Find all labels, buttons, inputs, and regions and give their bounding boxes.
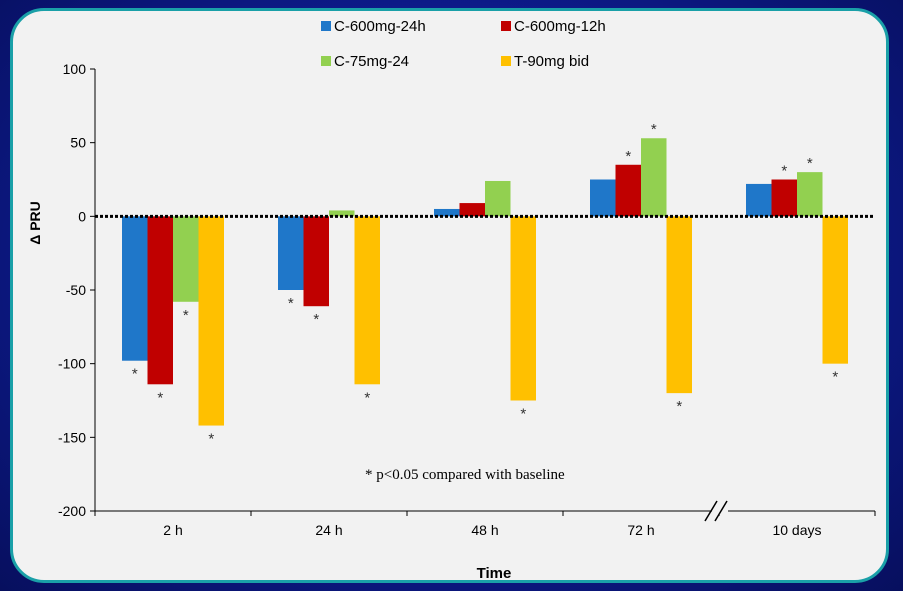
y-tick-label: -50 bbox=[66, 282, 86, 298]
significance-star: * bbox=[157, 389, 163, 406]
significance-star: * bbox=[625, 148, 631, 165]
axis-break-gap bbox=[712, 508, 728, 514]
bar bbox=[459, 203, 485, 217]
significance-star: * bbox=[364, 389, 370, 406]
significance-star: * bbox=[288, 295, 294, 312]
y-tick-label: -150 bbox=[58, 429, 86, 445]
significance-star: * bbox=[208, 431, 214, 448]
bar bbox=[329, 210, 355, 217]
significance-star: * bbox=[132, 366, 138, 383]
significance-star: * bbox=[651, 121, 657, 138]
axis-break-slash bbox=[714, 500, 728, 522]
bar-chart: 100 50 0 -50 -100 -150 -200 * * * * * * * * * * * * * * 2 h… bbox=[27, 18, 876, 580]
legend-label: T-90mg bid bbox=[514, 53, 589, 70]
y-tick-label: 50 bbox=[70, 135, 86, 151]
bar bbox=[354, 216, 380, 385]
bar bbox=[122, 216, 148, 361]
bar bbox=[797, 172, 823, 217]
legend-swatch bbox=[321, 21, 331, 31]
legend-label: C-600mg-24h bbox=[334, 18, 426, 35]
significance-star: * bbox=[781, 163, 787, 180]
x-tick-label: 24 h bbox=[315, 522, 342, 538]
bar bbox=[198, 216, 224, 426]
bar bbox=[615, 164, 641, 217]
legend-label: C-75mg-24 bbox=[334, 53, 409, 70]
bar bbox=[434, 208, 460, 217]
x-tick-label: 2 h bbox=[163, 522, 182, 538]
bar bbox=[822, 216, 848, 364]
bar bbox=[303, 216, 329, 307]
significance-star: * bbox=[832, 369, 838, 386]
x-tick-label: 48 h bbox=[471, 522, 498, 538]
significance-star: * bbox=[676, 398, 682, 415]
significance-star: * bbox=[183, 307, 189, 324]
x-axis-label: Time bbox=[477, 565, 512, 580]
bar bbox=[590, 179, 616, 217]
significance-star: * bbox=[520, 406, 526, 423]
significance-markers: * * * * * * * * * * * * * * bbox=[132, 121, 839, 447]
bar bbox=[641, 138, 667, 217]
legend-swatch bbox=[501, 56, 511, 66]
legend-swatch bbox=[501, 21, 511, 31]
bar bbox=[746, 183, 772, 217]
legend-label: C-600mg-12h bbox=[514, 18, 606, 35]
bar bbox=[147, 216, 173, 385]
significance-star: * bbox=[313, 311, 319, 328]
significance-star: * bbox=[807, 155, 813, 172]
bar bbox=[485, 180, 511, 217]
y-tick-label: 100 bbox=[63, 61, 87, 77]
bar bbox=[278, 216, 304, 290]
axis-break-slash bbox=[704, 500, 718, 522]
y-axis-label: Δ PRU bbox=[27, 201, 43, 245]
bar bbox=[771, 179, 797, 217]
y-axis: 100 50 0 -50 -100 -150 -200 bbox=[58, 61, 96, 519]
bar bbox=[510, 216, 536, 401]
y-tick-label: 0 bbox=[78, 208, 86, 224]
y-tick-label: -200 bbox=[58, 503, 86, 519]
x-axis: 2 h 24 h 48 h 72 h 10 days bbox=[94, 500, 876, 538]
y-tick-label: -100 bbox=[58, 356, 86, 372]
bar bbox=[666, 216, 692, 394]
x-tick-label: 10 days bbox=[772, 522, 821, 538]
bar bbox=[173, 216, 199, 302]
legend-swatch bbox=[321, 56, 331, 66]
legend: C-600mg-24h C-600mg-12h C-75mg-24 T-90mg bi… bbox=[321, 18, 606, 70]
significance-note: * p<0.05 compared with baseline bbox=[365, 467, 565, 483]
x-tick-label: 72 h bbox=[627, 522, 654, 538]
chart-panel: 100 50 0 -50 -100 -150 -200 * * * * * * * * * * * * * * 2 h… bbox=[10, 8, 889, 583]
bars bbox=[122, 138, 848, 426]
